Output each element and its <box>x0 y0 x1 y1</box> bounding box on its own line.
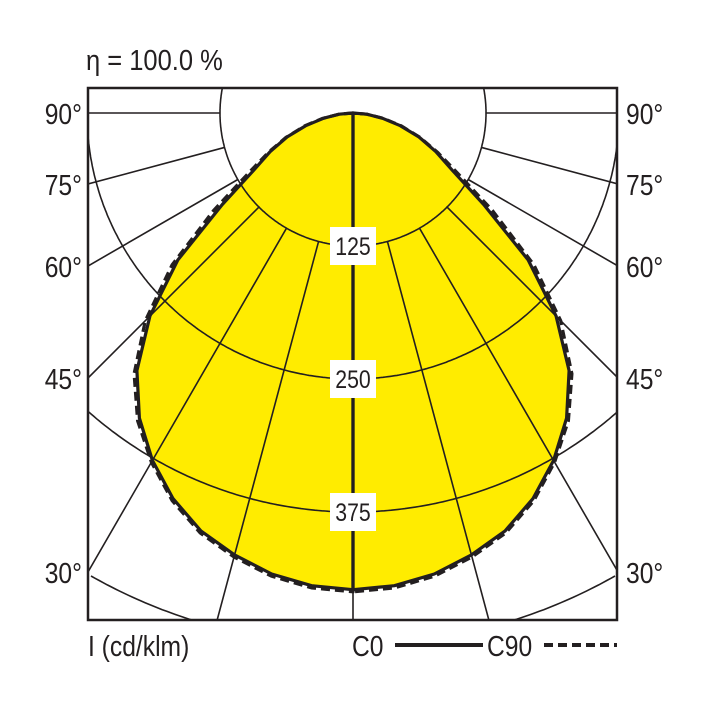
angle-label-30: 30° <box>45 557 82 589</box>
angle-label-30: 30° <box>626 557 663 589</box>
radial-tick-label: 250 <box>335 365 370 393</box>
chart-title: η = 100.0 % <box>86 43 223 76</box>
grid-radial-line-30 <box>418 227 617 571</box>
unit-label: I (cd/klm) <box>88 630 189 662</box>
angle-labels: 90° 90° 75° 75° 60° 60° 45° 45° 30° 30° <box>45 98 664 589</box>
angle-label-90: 90° <box>626 98 663 130</box>
grid-radial-line-75 <box>88 146 225 185</box>
legend-c0-label: C0 <box>352 630 384 662</box>
radial-tick-labels: 125 250 375 <box>330 227 376 531</box>
grid-radial-line-45 <box>88 206 260 379</box>
radial-tick-label: 375 <box>335 498 370 526</box>
angle-label-75: 75° <box>45 169 82 201</box>
plot-frame <box>86 86 619 622</box>
grid-radial-line-30 <box>88 227 288 573</box>
angle-label-45: 45° <box>626 363 663 395</box>
tick-label-bg <box>330 227 376 265</box>
grid-radial-line-75 <box>481 146 617 185</box>
angle-label-90: 90° <box>45 98 82 130</box>
tick-label-bg <box>330 360 376 398</box>
radial-tick-label: 125 <box>335 232 370 260</box>
grid-circle-500 <box>90 575 616 620</box>
distribution-curves <box>132 111 574 594</box>
legend-c90-label: C90 <box>487 630 532 662</box>
grid-radial-line-60 <box>88 178 239 267</box>
grid-radial-line-60 <box>467 178 617 267</box>
angle-label-60: 60° <box>626 251 663 283</box>
angle-label-60: 60° <box>45 251 82 283</box>
tick-label-bg <box>330 493 376 531</box>
angle-label-45: 45° <box>45 363 82 395</box>
curve-c90 <box>132 111 574 594</box>
grid-radial-line-45 <box>446 206 617 378</box>
grid-radial-line-15 <box>386 241 490 620</box>
angle-label-75: 75° <box>626 169 663 201</box>
